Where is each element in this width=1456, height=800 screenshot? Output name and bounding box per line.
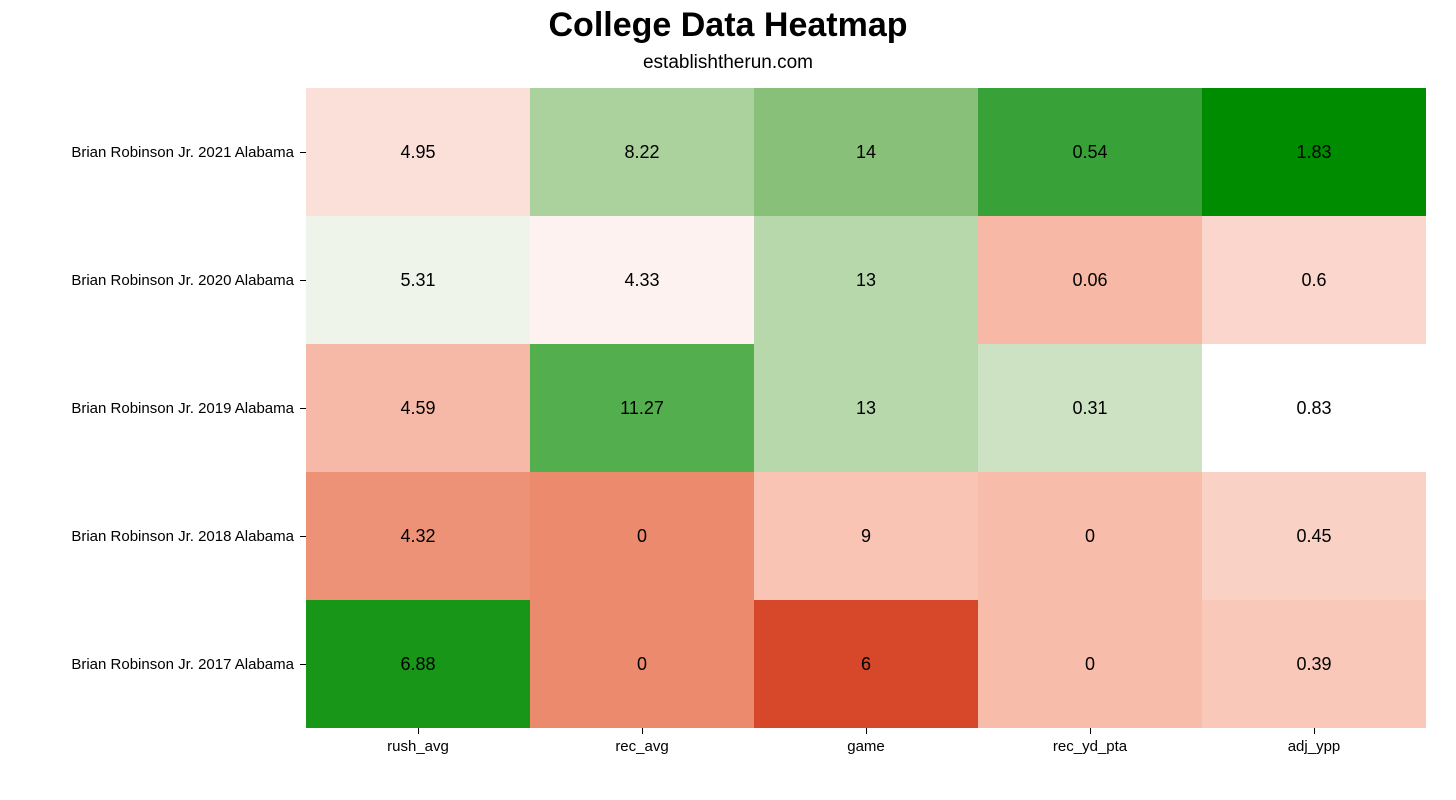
heatmap-cell: 5.31 (306, 216, 530, 344)
heatmap-plot-area: 4.958.22140.541.835.314.33130.060.64.591… (306, 88, 1426, 728)
chart-title: College Data Heatmap (0, 6, 1456, 45)
heatmap-cell: 0.31 (978, 344, 1202, 472)
x-axis-label-text: rec_avg (615, 734, 668, 755)
x-axis-label: game (754, 728, 978, 755)
heatmap-cell: 13 (754, 344, 978, 472)
y-axis-label-text: Brian Robinson Jr. 2021 Alabama (71, 144, 300, 161)
y-axis-label: Brian Robinson Jr. 2020 Alabama (0, 216, 306, 344)
heatmap-cell: 14 (754, 88, 978, 216)
heatmap-cell: 0.83 (1202, 344, 1426, 472)
y-axis-label-text: Brian Robinson Jr. 2020 Alabama (71, 272, 300, 289)
heatmap-cell: 11.27 (530, 344, 754, 472)
heatmap-cell: 6 (754, 600, 978, 728)
heatmap-cell: 0 (530, 472, 754, 600)
heatmap-cell: 0 (978, 472, 1202, 600)
heatmap-cell: 0 (978, 600, 1202, 728)
heatmap-grid: 4.958.22140.541.835.314.33130.060.64.591… (306, 88, 1426, 728)
y-axis-label: Brian Robinson Jr. 2019 Alabama (0, 344, 306, 472)
x-axis-label-text: adj_ypp (1288, 734, 1341, 755)
x-axis-label: rec_avg (530, 728, 754, 755)
y-axis-label: Brian Robinson Jr. 2021 Alabama (0, 88, 306, 216)
heatmap-cell: 9 (754, 472, 978, 600)
heatmap-cell: 4.33 (530, 216, 754, 344)
heatmap-cell: 4.95 (306, 88, 530, 216)
x-axis-label: rush_avg (306, 728, 530, 755)
y-axis-label: Brian Robinson Jr. 2018 Alabama (0, 472, 306, 600)
x-axis-label-text: rush_avg (387, 734, 449, 755)
x-axis-labels: rush_avg rec_avg game rec_yd_pta adj_ypp (306, 728, 1426, 768)
heatmap-cell: 8.22 (530, 88, 754, 216)
heatmap-cell: 4.59 (306, 344, 530, 472)
y-axis-label-text: Brian Robinson Jr. 2019 Alabama (71, 400, 300, 417)
chart-container: College Data Heatmap establishtherun.com… (0, 0, 1456, 800)
x-axis-label: rec_yd_pta (978, 728, 1202, 755)
y-axis-label-text: Brian Robinson Jr. 2017 Alabama (71, 656, 300, 673)
heatmap-cell: 0.6 (1202, 216, 1426, 344)
heatmap-cell: 4.32 (306, 472, 530, 600)
heatmap-cell: 0.45 (1202, 472, 1426, 600)
heatmap-cell: 0 (530, 600, 754, 728)
heatmap-cell: 13 (754, 216, 978, 344)
heatmap-cell: 0.54 (978, 88, 1202, 216)
heatmap-cell: 0.39 (1202, 600, 1426, 728)
heatmap-cell: 0.06 (978, 216, 1202, 344)
x-axis-label-text: rec_yd_pta (1053, 734, 1127, 755)
y-axis-label-text: Brian Robinson Jr. 2018 Alabama (71, 528, 300, 545)
heatmap-cell: 6.88 (306, 600, 530, 728)
chart-subtitle: establishtherun.com (0, 52, 1456, 74)
y-axis-labels: Brian Robinson Jr. 2021 Alabama Brian Rob… (0, 88, 306, 728)
heatmap-cell: 1.83 (1202, 88, 1426, 216)
x-axis-label: adj_ypp (1202, 728, 1426, 755)
x-axis-label-text: game (847, 734, 885, 755)
y-axis-label: Brian Robinson Jr. 2017 Alabama (0, 600, 306, 728)
